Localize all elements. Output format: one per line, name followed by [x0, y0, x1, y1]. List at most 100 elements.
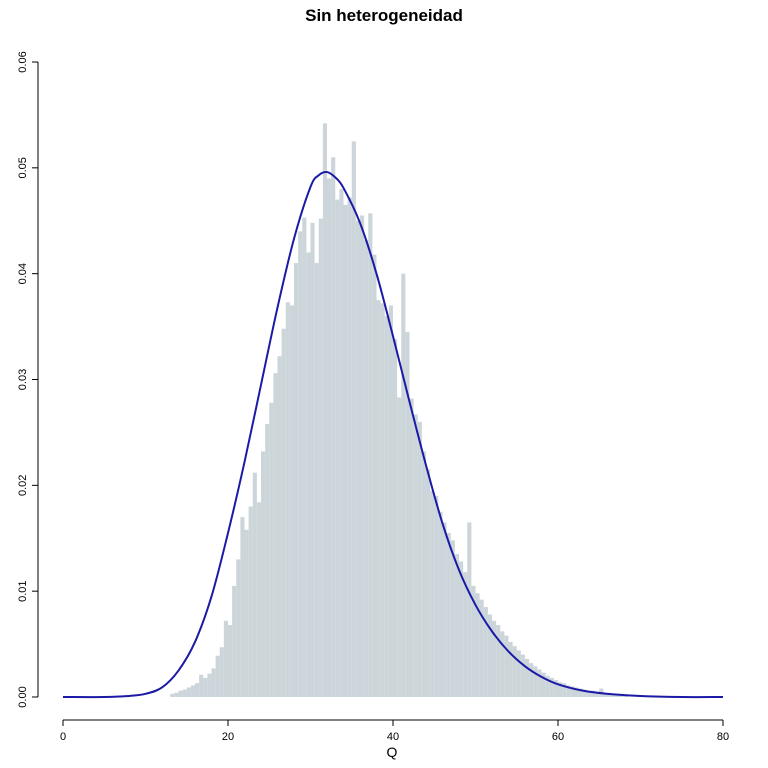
- histogram-bar: [244, 529, 249, 697]
- histogram-bar: [450, 540, 455, 697]
- histogram-bar: [603, 692, 608, 697]
- histogram-bar: [459, 561, 464, 697]
- histogram-bar: [405, 331, 410, 697]
- histogram-bar: [492, 620, 497, 697]
- histogram-bar: [483, 607, 488, 697]
- histogram-bar: [339, 189, 344, 697]
- histogram-bar: [269, 402, 274, 697]
- histogram-bar: [401, 273, 406, 697]
- histogram-bar: [223, 620, 228, 697]
- histogram-bar: [516, 650, 521, 697]
- y-tick-label: 0.02: [17, 475, 29, 496]
- histogram-bar: [285, 302, 290, 697]
- x-tick-label: 60: [552, 731, 564, 743]
- histogram-bar: [586, 690, 591, 697]
- histogram-bar: [463, 572, 468, 697]
- histogram-bar: [252, 472, 257, 697]
- histogram-bar: [302, 217, 307, 697]
- histogram-bar: [343, 204, 348, 697]
- histogram-bar: [595, 691, 600, 697]
- histogram-bar: [442, 522, 447, 697]
- x-tick-label: 20: [222, 731, 234, 743]
- histogram-bar: [570, 686, 575, 697]
- histogram-bar: [178, 690, 183, 697]
- histogram-bar: [322, 123, 327, 698]
- histogram-bar: [190, 685, 195, 697]
- histogram-bar: [541, 672, 546, 697]
- histogram-bar: [174, 692, 179, 697]
- histogram-bar: [578, 688, 583, 697]
- histogram-bar: [393, 339, 398, 697]
- histogram-bar: [215, 655, 220, 697]
- histogram-bar: [277, 356, 282, 697]
- histogram-bar: [438, 511, 443, 697]
- histogram-bar: [314, 263, 319, 697]
- histogram-bar: [372, 254, 377, 697]
- histogram-bar: [467, 522, 472, 697]
- axes: 0 20 40 60 80 0.00 0.01 0.02 0.03 0.04 0.05 0.06: [17, 51, 729, 743]
- histogram-bar: [562, 683, 567, 697]
- histogram-bar: [294, 263, 299, 697]
- histogram-bar: [289, 305, 294, 697]
- histogram-bar: [549, 677, 554, 697]
- histogram-bar: [335, 199, 340, 698]
- histogram-bar: [318, 218, 323, 697]
- histogram-bar: [504, 635, 509, 697]
- chart-title: Sin heterogeneidad: [305, 6, 463, 25]
- histogram-bar: [525, 658, 530, 697]
- histogram-bar: [281, 328, 286, 697]
- x-tick-label: 80: [717, 731, 729, 743]
- y-tick-label: 0.01: [17, 580, 29, 601]
- histogram-bar: [611, 693, 616, 697]
- histogram-bar: [421, 451, 426, 697]
- histogram-bar: [211, 668, 216, 697]
- histogram-bars: [170, 123, 629, 698]
- histogram-bar: [409, 398, 414, 697]
- histogram-bar: [368, 213, 373, 697]
- histogram-bar: [388, 305, 393, 697]
- histogram-bar: [533, 666, 538, 697]
- histogram-bar: [529, 663, 534, 697]
- histogram-bar: [582, 689, 587, 697]
- histogram-bar: [500, 631, 505, 697]
- histogram-bar: [228, 625, 233, 697]
- histogram-bar: [331, 157, 336, 697]
- histogram-bar: [384, 316, 389, 697]
- histogram-bar: [471, 585, 476, 697]
- histogram-bar: [273, 373, 278, 697]
- histogram-bar: [413, 414, 418, 697]
- histogram-bar: [558, 682, 563, 697]
- histogram-bar: [475, 593, 480, 697]
- histogram-bar: [195, 683, 200, 697]
- histogram-bar: [591, 690, 596, 697]
- histogram-bar: [182, 689, 187, 697]
- histogram-bar: [545, 675, 550, 697]
- histogram-bar: [306, 252, 311, 697]
- histogram-bar: [232, 585, 237, 697]
- x-axis-title: Q: [387, 744, 398, 760]
- histogram-bar: [537, 669, 542, 697]
- histogram-bar: [265, 423, 270, 697]
- histogram-bar: [351, 141, 356, 697]
- histogram-bar: [454, 554, 459, 697]
- histogram-bar: [186, 687, 191, 697]
- histogram-bar: [355, 220, 360, 697]
- histogram-bar: [327, 178, 332, 697]
- histogram-bar: [298, 231, 303, 698]
- histogram-bar: [364, 239, 369, 698]
- histogram-bar: [479, 599, 484, 697]
- histogram-bar: [520, 654, 525, 697]
- histogram-bar: [417, 421, 422, 697]
- y-tick-label: 0.05: [17, 157, 29, 178]
- y-tick-label: 0.00: [17, 686, 29, 707]
- histogram-bar: [360, 215, 365, 698]
- histogram-bar: [261, 451, 266, 697]
- histogram-bar: [207, 673, 212, 697]
- histogram-bar: [170, 693, 175, 697]
- y-tick-label: 0.04: [17, 263, 29, 284]
- histogram-bar: [240, 517, 245, 697]
- histogram-bar: [199, 674, 204, 697]
- histogram-bar: [256, 502, 261, 697]
- histogram-bar: [487, 614, 492, 697]
